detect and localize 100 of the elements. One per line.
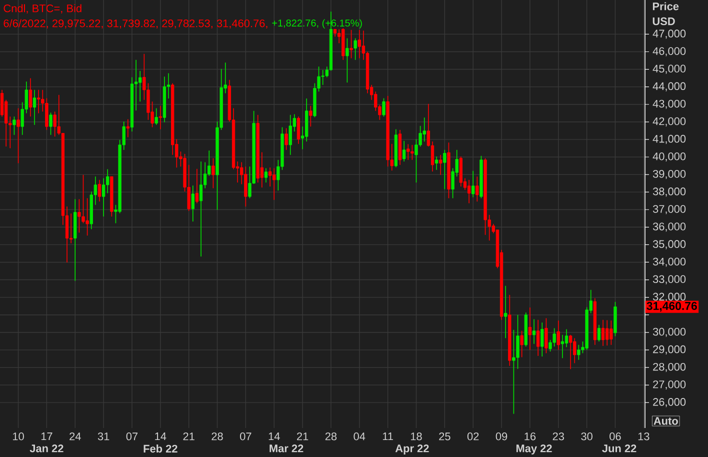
y-tick-label: 35,000 — [652, 240, 686, 250]
x-tick-label: 04 — [354, 432, 366, 440]
candlestick — [138, 70, 142, 102]
x-tick-label: 09 — [496, 432, 508, 440]
candlestick — [556, 320, 560, 350]
y-tick-label: 39,000 — [652, 170, 686, 180]
y-tick-label: 36,000 — [652, 222, 686, 232]
candlestick — [154, 108, 158, 126]
candlestick — [158, 105, 162, 130]
candlestick — [568, 334, 572, 370]
x-tick-label: 02 — [467, 432, 479, 440]
candlestick — [597, 324, 601, 342]
candlestick — [577, 344, 580, 360]
x-tick-label: 25 — [439, 432, 450, 440]
candlestick — [16, 108, 20, 164]
candlestick — [272, 168, 276, 200]
candlestick — [106, 168, 110, 194]
x-tick-label: 21 — [296, 432, 308, 440]
candlestick — [528, 307, 532, 350]
candlestick — [410, 144, 414, 160]
chart-title: Cndl, BTC=, Bid — [4, 4, 82, 14]
x-tick-label: 14 — [268, 432, 280, 440]
candlestick — [69, 213, 73, 244]
x2-tick-label: Apr 22 — [395, 444, 429, 454]
candlestick — [309, 105, 312, 127]
candlestick — [212, 158, 215, 189]
candlestick — [552, 328, 556, 347]
y-tick-label: 27,000 — [653, 380, 686, 390]
candlestick — [288, 114, 292, 156]
candlestick — [45, 98, 48, 130]
x-tick-label: 17 — [41, 432, 52, 440]
y-tick-label: 45,000 — [652, 64, 686, 74]
candlestick — [82, 174, 85, 224]
candlestick — [78, 198, 81, 233]
candlestick — [601, 319, 605, 346]
candlestick — [374, 91, 378, 112]
y-tick-label: 38,000 — [652, 188, 686, 197]
x-tick-label: 10 — [13, 432, 24, 440]
y-tick-label: 34,000 — [652, 258, 686, 267]
candlestick — [406, 144, 410, 160]
candlestick — [382, 98, 386, 117]
candlestick — [516, 314, 520, 370]
candlestick — [53, 111, 56, 137]
x2-tick-label: Mar 22 — [270, 444, 304, 452]
y-tick-label: 28,000 — [653, 362, 686, 372]
y-tick-label: 41,000 — [652, 134, 686, 144]
y-tick-label: 47,000 — [652, 30, 686, 39]
x-tick-label: 16 — [524, 432, 536, 440]
x-tick-label: 23 — [552, 432, 564, 440]
y-tick-label: 32,000 — [652, 292, 686, 302]
text: Auto — [654, 417, 678, 425]
candlestick — [296, 116, 300, 144]
y-tick-label: 43,000 — [652, 100, 686, 109]
candlestick — [422, 117, 426, 142]
candlestick — [195, 168, 199, 204]
text: 6/6/2022, 29,975.22, 31,739.82, 29,782.53, 31,460.76, — [4, 19, 268, 29]
candlestick — [434, 156, 438, 170]
candlestick — [443, 149, 446, 190]
y-axis-title: Price USD — [652, 2, 679, 26]
y-tick-label: 46,000 — [652, 47, 686, 56]
y-tick-label: 42,000 — [652, 117, 686, 126]
candlestick — [268, 167, 272, 187]
candlestick — [86, 198, 89, 236]
x-tick-label: 24 — [70, 432, 81, 440]
x-tick-label: 21 — [183, 432, 194, 440]
candlestick — [191, 185, 194, 222]
candlestick — [358, 30, 361, 59]
candlestick — [126, 118, 130, 138]
candlestick — [284, 128, 288, 150]
candlestick — [467, 179, 471, 204]
x-tick-label: 13 — [638, 432, 650, 440]
candlestick — [544, 318, 548, 354]
x-tick-label: 18 — [410, 432, 422, 440]
candlestick — [402, 140, 406, 162]
candlestick — [321, 70, 324, 86]
candlestick — [102, 178, 106, 217]
x-tick-label: 28 — [212, 432, 223, 440]
x-tick-label: 11 — [382, 432, 393, 440]
candlestick — [504, 285, 508, 339]
x-tick-label: 07 — [126, 432, 138, 440]
candlestick — [199, 161, 203, 257]
candlestick — [28, 78, 32, 117]
candlestick — [36, 89, 40, 114]
x-tick-label: 30 — [581, 432, 592, 440]
candlestick — [264, 168, 268, 183]
candlestick — [560, 334, 564, 359]
candlestick — [606, 320, 609, 346]
x-tick-label: 14 — [155, 432, 166, 440]
candlestick — [244, 166, 248, 207]
candlestick — [532, 318, 536, 344]
candlestick — [610, 320, 613, 346]
candlestick — [49, 112, 52, 136]
candlestick — [472, 170, 475, 198]
candlestick — [350, 30, 353, 59]
candlestick — [346, 38, 349, 83]
candlestick — [520, 330, 524, 358]
y-tick-label: 37,000 — [652, 205, 686, 214]
y-tick-label: 44,000 — [652, 82, 686, 92]
candlestick — [512, 329, 516, 414]
x2-tick-label: May 22 — [516, 444, 552, 454]
